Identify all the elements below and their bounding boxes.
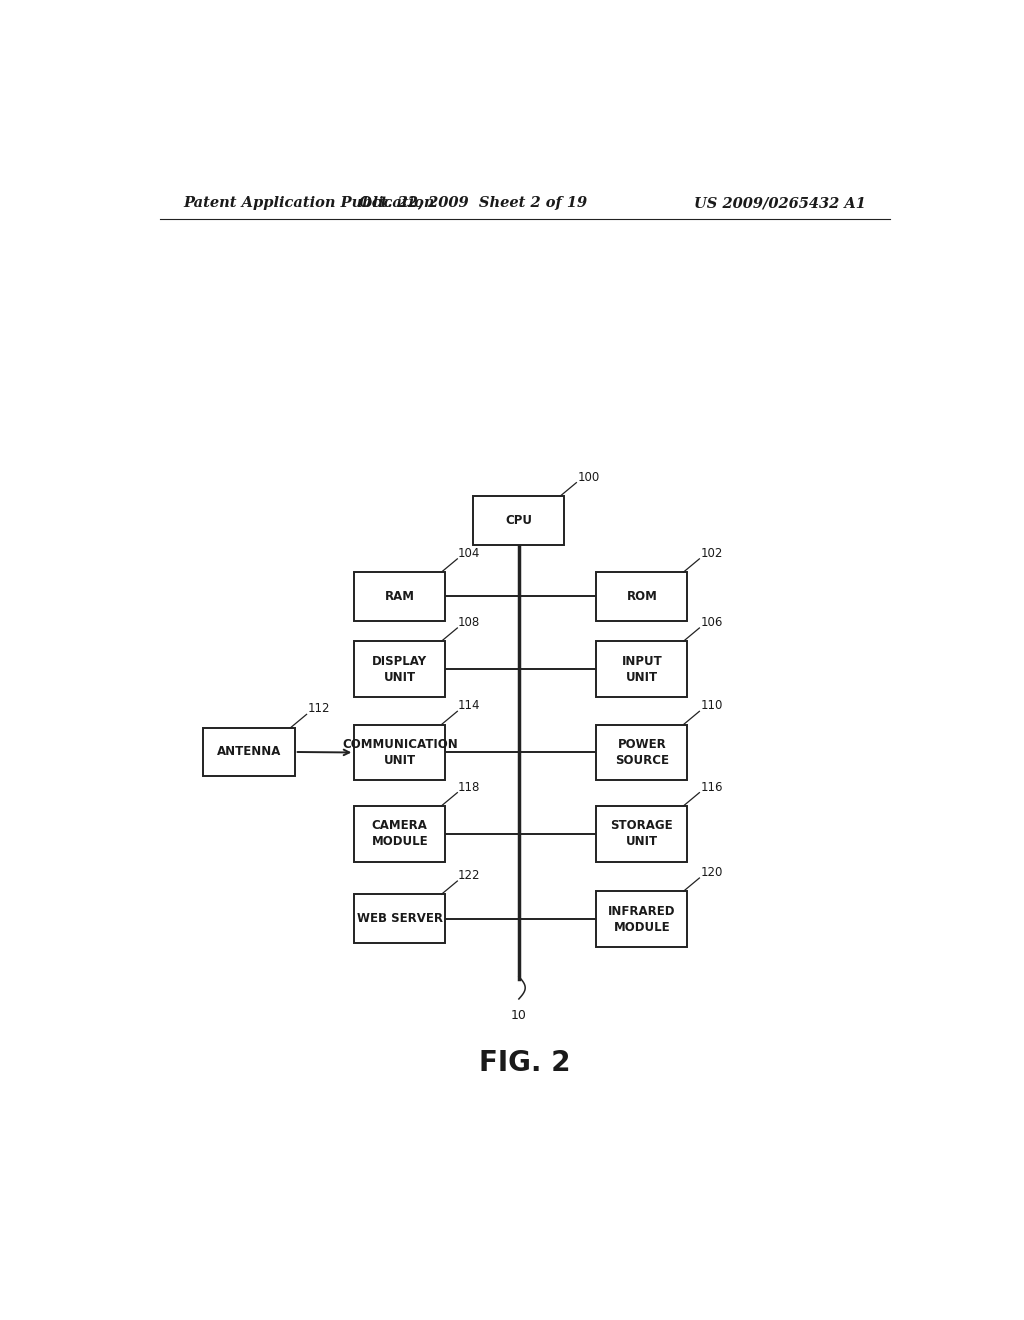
Text: 122: 122	[458, 869, 480, 882]
Text: 120: 120	[700, 866, 723, 879]
Text: INFRARED
MODULE: INFRARED MODULE	[608, 904, 676, 933]
Text: STORAGE
UNIT: STORAGE UNIT	[610, 820, 673, 849]
FancyBboxPatch shape	[596, 805, 687, 862]
FancyBboxPatch shape	[354, 642, 445, 697]
Text: FIG. 2: FIG. 2	[479, 1049, 570, 1077]
Text: 102: 102	[700, 546, 723, 560]
FancyBboxPatch shape	[596, 572, 687, 620]
Text: COMMUNICATION
UNIT: COMMUNICATION UNIT	[342, 738, 458, 767]
FancyBboxPatch shape	[204, 727, 295, 776]
Text: 10: 10	[511, 1008, 526, 1022]
Text: 112: 112	[307, 702, 330, 715]
Text: POWER
SOURCE: POWER SOURCE	[614, 738, 669, 767]
Text: 100: 100	[578, 471, 599, 483]
Text: Patent Application Publication: Patent Application Publication	[183, 197, 435, 210]
Text: 118: 118	[458, 780, 480, 793]
Text: 110: 110	[700, 700, 723, 713]
FancyBboxPatch shape	[354, 894, 445, 942]
Text: 104: 104	[458, 546, 480, 560]
Text: 108: 108	[458, 616, 480, 630]
Text: WEB SERVER: WEB SERVER	[356, 912, 442, 925]
FancyBboxPatch shape	[596, 891, 687, 948]
FancyBboxPatch shape	[596, 725, 687, 780]
Text: 116: 116	[700, 780, 723, 793]
FancyBboxPatch shape	[354, 572, 445, 620]
Text: DISPLAY
UNIT: DISPLAY UNIT	[373, 655, 427, 684]
Text: US 2009/0265432 A1: US 2009/0265432 A1	[694, 197, 866, 210]
FancyBboxPatch shape	[354, 805, 445, 862]
Text: CPU: CPU	[506, 513, 532, 527]
Text: ANTENNA: ANTENNA	[217, 746, 282, 759]
FancyBboxPatch shape	[596, 642, 687, 697]
Text: 114: 114	[458, 700, 480, 713]
Text: RAM: RAM	[385, 590, 415, 603]
Text: ROM: ROM	[627, 590, 657, 603]
FancyBboxPatch shape	[473, 496, 564, 545]
Text: INPUT
UNIT: INPUT UNIT	[622, 655, 663, 684]
FancyBboxPatch shape	[354, 725, 445, 780]
Text: Oct. 22, 2009  Sheet 2 of 19: Oct. 22, 2009 Sheet 2 of 19	[359, 197, 588, 210]
Text: 106: 106	[700, 616, 723, 630]
Text: CAMERA
MODULE: CAMERA MODULE	[372, 820, 428, 849]
